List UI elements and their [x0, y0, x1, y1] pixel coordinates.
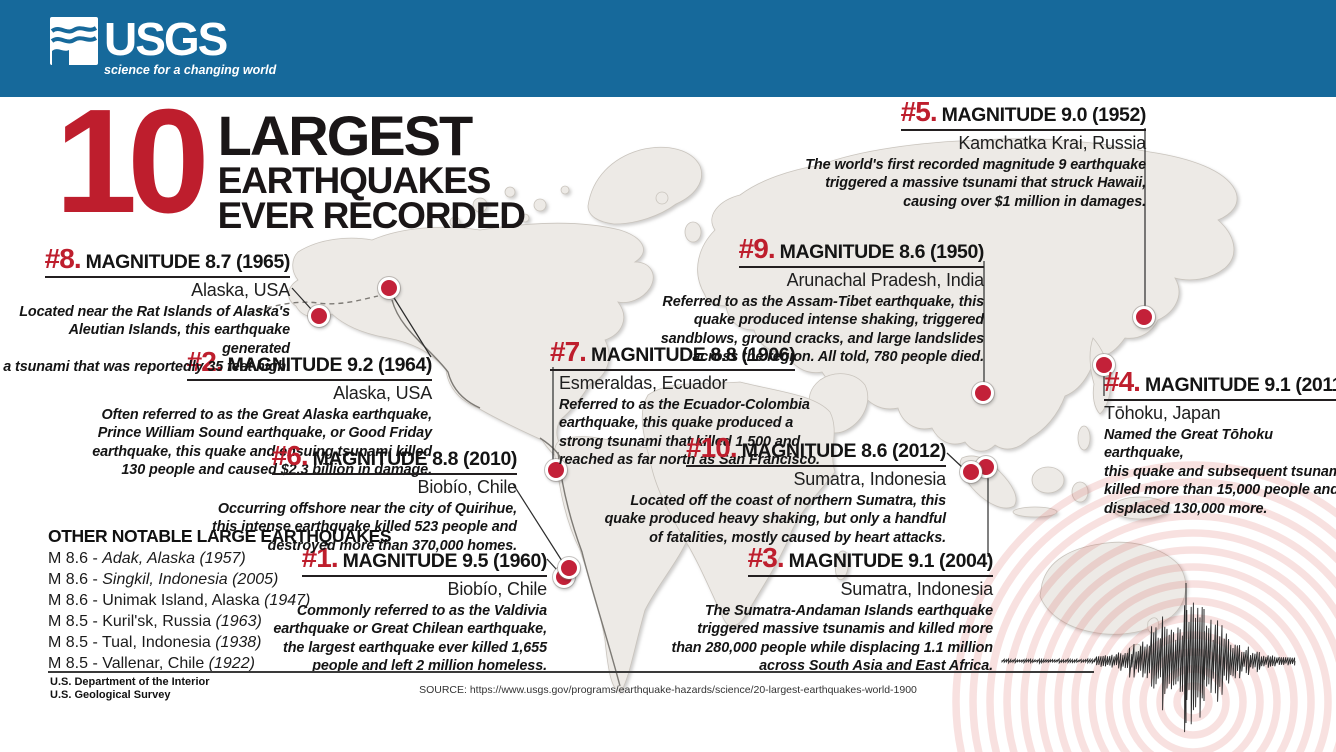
- quake-location: Alaska, USA: [191, 280, 290, 300]
- quake-marker: [1133, 306, 1155, 328]
- title-line2: EARTHQUAKES: [217, 160, 492, 201]
- other-notable-heading: OTHER NOTABLE LARGE EARTHQUAKES: [48, 526, 392, 546]
- quake-description: Located off the coast of northern Sumatr…: [604, 493, 947, 546]
- quake-rank: #6.: [271, 440, 309, 471]
- quake-marker: [972, 382, 994, 404]
- quake-description: The Sumatra-Andaman Islands earthquake t…: [671, 603, 994, 675]
- usgs-wave-icon: [50, 17, 98, 65]
- quake-leader-line: [291, 287, 312, 310]
- usgs-logo: USGS science for a changing world: [50, 13, 277, 77]
- quake-heading-row: #6. MAGNITUDE 8.8 (2010): [212, 442, 518, 475]
- notable-earthquake-item: M 8.5 - Kuril'sk, Russia (1963): [48, 612, 262, 630]
- quake-callout: #9. MAGNITUDE 8.6 (1950) Arunachal Prades…: [660, 235, 985, 367]
- notable-earthquake-item: M 8.6 - Singkil, Indonesia (2005): [48, 570, 279, 588]
- quake-description: Located near the Rat Islands of Alaska's…: [3, 304, 290, 376]
- quake-location: Alaska, USA: [333, 383, 432, 403]
- quake-rank: #5.: [900, 96, 938, 127]
- usgs-header-bar: USGS science for a changing world: [0, 0, 1336, 97]
- quake-description: Named the Great Tōhoku earthquake, this …: [1104, 427, 1336, 517]
- quake-heading-row: #10. MAGNITUDE 8.6 (2012): [605, 434, 947, 467]
- quake-location: Esmeraldas, Ecuador: [559, 373, 728, 393]
- quake-heading-row: #8. MAGNITUDE 8.7 (1965): [0, 245, 291, 278]
- quake-rank: #2.: [186, 346, 224, 377]
- title-number: 10: [55, 79, 210, 244]
- notable-earthquake-item: M 8.6 - Adak, Alaska (1957): [48, 549, 246, 567]
- quake-leader-line: [390, 292, 432, 358]
- quake-marker: [558, 557, 580, 579]
- quake-callout: #5. MAGNITUDE 9.0 (1952) Kamchatka Krai, …: [805, 98, 1147, 211]
- quake-description: Referred to as the Assam-Tibet earthquak…: [660, 294, 984, 366]
- dept-usgs-line: U.S. Geological Survey: [50, 688, 171, 701]
- usgs-logo-text: USGS: [104, 13, 228, 65]
- quake-callout: #1. MAGNITUDE 9.5 (1960) Biobío, Chile Co…: [273, 544, 548, 676]
- notable-earthquake-item: M 8.5 - Vallenar, Chile (1922): [48, 654, 255, 672]
- quake-callout: #8. MAGNITUDE 8.7 (1965) Alaska, USA Loca…: [0, 245, 291, 377]
- quake-callout: #10. MAGNITUDE 8.6 (2012) Sumatra, Indone…: [604, 434, 947, 547]
- quake-location: Kamchatka Krai, Russia: [958, 133, 1146, 153]
- quake-description: The world's first recorded magnitude 9 e…: [805, 157, 1146, 210]
- quake-heading: MAGNITUDE 9.0 (1952): [941, 104, 1147, 126]
- department-block: U.S. Department of the Interior U.S. Geo…: [50, 676, 210, 701]
- usgs-tagline: science for a changing world: [104, 63, 277, 77]
- quake-heading-row: #9. MAGNITUDE 8.6 (1950): [661, 235, 985, 268]
- quake-rank: #4.: [1104, 366, 1141, 397]
- quake-rank: #10.: [686, 432, 737, 463]
- quake-heading: MAGNITUDE 9.1 (2011): [1144, 374, 1336, 396]
- quake-heading-row: #4. MAGNITUDE 9.1 (2011): [1104, 368, 1336, 401]
- quake-marker: [960, 461, 982, 483]
- dept-interior-line: U.S. Department of the Interior: [50, 676, 210, 688]
- quake-callout: #4. MAGNITUDE 9.1 (2011) Tōhoku, Japan Na…: [1104, 368, 1336, 518]
- quake-rank: #1.: [301, 542, 339, 573]
- title-line1: LARGEST: [217, 104, 474, 167]
- quake-marker: [378, 277, 400, 299]
- notable-earthquake-item: M 8.6 - Unimak Island, Alaska (1947): [48, 591, 311, 609]
- quake-heading-row: #1. MAGNITUDE 9.5 (1960): [273, 544, 548, 577]
- quake-heading: MAGNITUDE 8.7 (1965): [85, 251, 291, 273]
- quake-heading: MAGNITUDE 8.8 (2010): [312, 448, 518, 470]
- quake-callout: #3. MAGNITUDE 9.1 (2004) Sumatra, Indones…: [671, 544, 994, 676]
- quake-marker: [308, 305, 330, 327]
- page-title: 10 LARGEST EARTHQUAKES EVER RECORDED: [55, 79, 526, 244]
- quake-description: Commonly referred to as the Valdivia ear…: [273, 603, 547, 675]
- other-notable-earthquakes: OTHER NOTABLE LARGE EARTHQUAKES M 8.6 - …: [48, 526, 392, 673]
- source-url: SOURCE: https://www.usgs.gov/programs/ea…: [419, 684, 917, 696]
- quake-heading: MAGNITUDE 9.5 (1960): [342, 550, 548, 572]
- footer-divider: [48, 671, 1094, 673]
- quake-location: Tōhoku, Japan: [1104, 403, 1221, 423]
- quake-rank: #8.: [44, 243, 82, 274]
- quake-location: Biobío, Chile: [417, 477, 518, 497]
- quake-location: Arunachal Pradesh, India: [786, 270, 985, 290]
- quake-heading: MAGNITUDE 8.6 (1950): [779, 241, 985, 263]
- quake-location: Sumatra, Indonesia: [840, 579, 994, 599]
- quake-heading-row: #3. MAGNITUDE 9.1 (2004): [672, 544, 994, 577]
- quake-location: Sumatra, Indonesia: [793, 469, 947, 489]
- quake-heading-row: #5. MAGNITUDE 9.0 (1952): [805, 98, 1147, 131]
- notable-earthquake-item: M 8.5 - Tual, Indonesia (1938): [48, 633, 262, 651]
- quake-description: Occurring offshore near the city of Quir…: [212, 501, 517, 554]
- quake-heading: MAGNITUDE 9.1 (2004): [788, 550, 994, 572]
- quake-rank: #7.: [550, 336, 587, 367]
- quake-rank: #9.: [738, 233, 776, 264]
- title-line3: EVER RECORDED: [217, 195, 526, 236]
- quake-heading: MAGNITUDE 8.6 (2012): [741, 440, 947, 462]
- quake-location: Biobío, Chile: [447, 579, 548, 599]
